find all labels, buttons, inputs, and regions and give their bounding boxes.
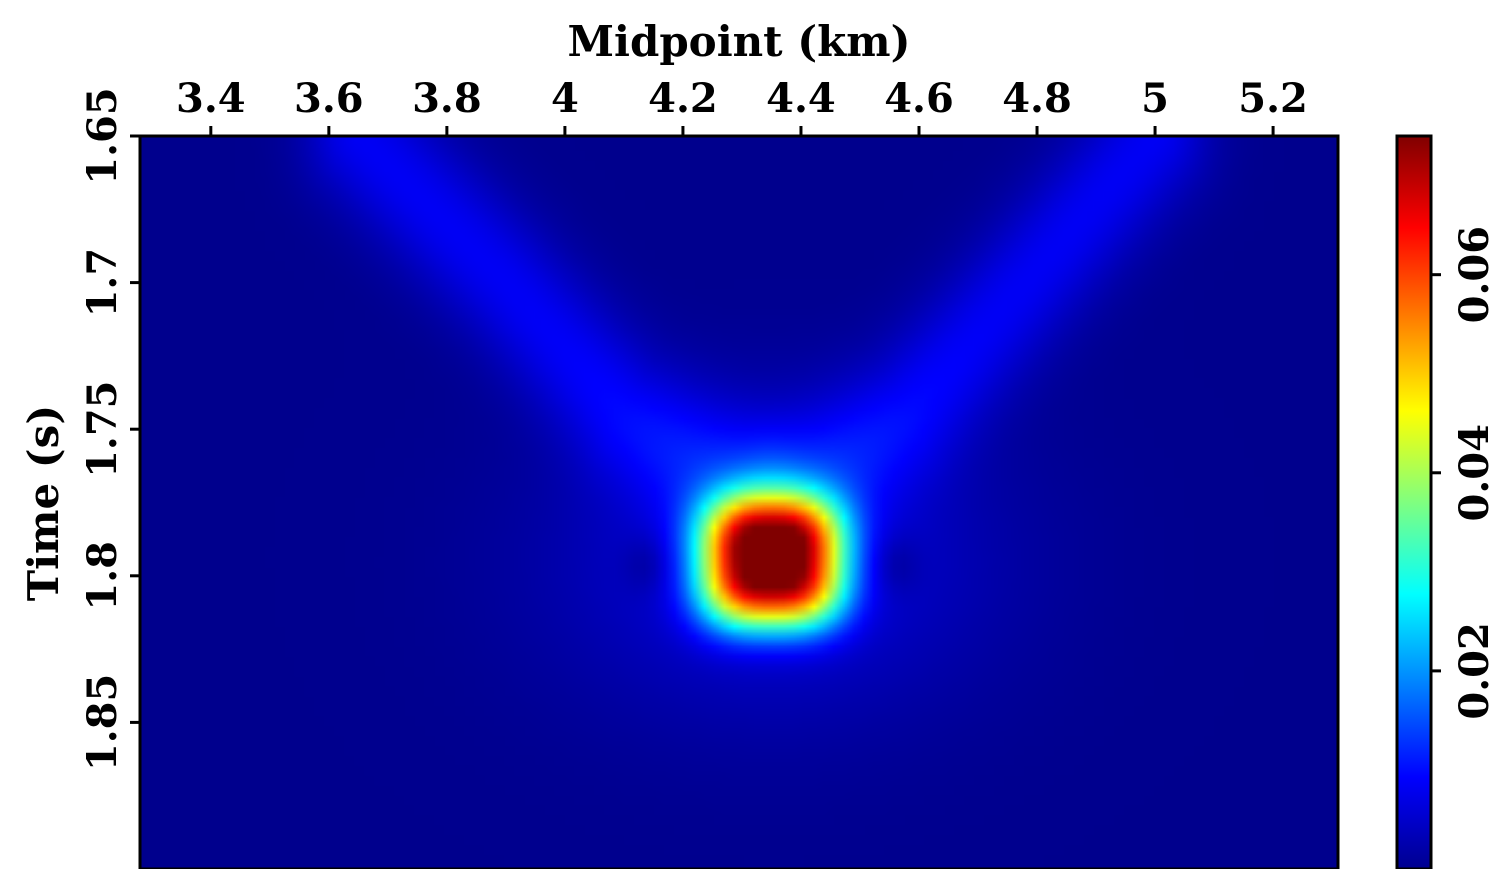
y-tick-label: 1.65 xyxy=(79,87,126,184)
x-tick-label: 4 xyxy=(551,75,579,122)
x-tick-label: 4.6 xyxy=(884,75,954,122)
x-tick-label: 3.8 xyxy=(412,75,482,122)
heatmap-plot-area xyxy=(138,134,1340,869)
colorbar-ticks: 0.02 0.04 0.06 xyxy=(1431,226,1498,720)
y-tick-label: 1.75 xyxy=(79,380,126,477)
y-tick-label: 1.7 xyxy=(79,248,126,318)
colorbar-tick-label: 0.06 xyxy=(1451,226,1498,323)
x-tick-label: 3.6 xyxy=(294,75,364,122)
x-tick-label: 5.2 xyxy=(1238,75,1308,122)
heatmap-image xyxy=(140,136,1338,869)
plot-frame xyxy=(138,134,1340,869)
x-tick-label: 4.2 xyxy=(648,75,718,122)
y-tick-label: 1.85 xyxy=(79,674,126,771)
x-tick-label: 3.4 xyxy=(176,75,246,122)
colorbar-tick-label: 0.02 xyxy=(1451,622,1498,719)
x-axis-title: Midpoint (km) xyxy=(568,17,911,66)
y-axis-title: Time (s) xyxy=(19,405,68,601)
x-tick-label: 4.4 xyxy=(766,75,836,122)
colorbar-tick-label: 0.04 xyxy=(1451,424,1498,521)
colorbar: 0.02 0.04 0.06 xyxy=(1395,134,1498,869)
x-tick-label: 5 xyxy=(1141,75,1169,122)
y-ticks: 1.65 1.7 1.75 1.8 1.85 xyxy=(79,87,140,771)
colorbar-gradient xyxy=(1395,134,1433,869)
x-ticks: 3.4 3.6 3.8 4 4.2 4.4 4.6 4.8 5 5.2 xyxy=(176,75,1308,136)
y-tick-label: 1.8 xyxy=(79,541,126,611)
x-tick-label: 4.8 xyxy=(1002,75,1072,122)
